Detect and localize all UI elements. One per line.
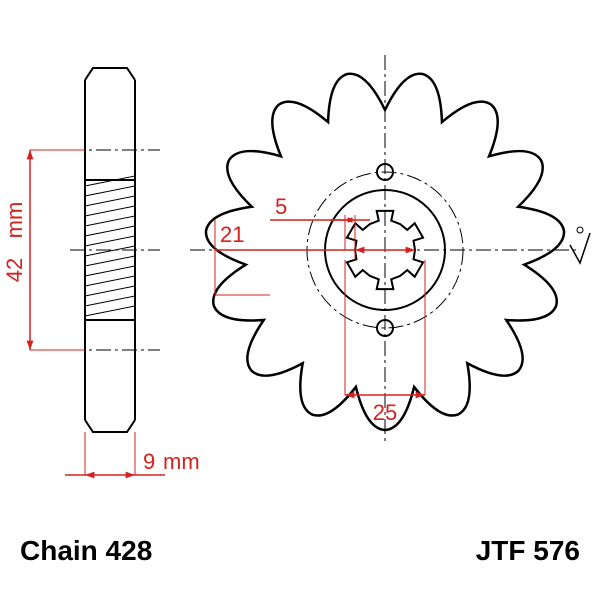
chain-spec: Chain 428 bbox=[20, 535, 152, 566]
technical-drawing: 42 mm 9 mm 21 5 25 Chain 428 JTF 576 bbox=[0, 0, 600, 600]
svg-text:5: 5 bbox=[275, 194, 287, 219]
svg-text:25: 25 bbox=[373, 400, 397, 425]
part-number: JTF 576 bbox=[476, 535, 580, 566]
svg-text:9: 9 bbox=[143, 449, 155, 474]
surface-mark bbox=[570, 227, 590, 263]
svg-text:mm: mm bbox=[2, 202, 27, 239]
svg-text:42: 42 bbox=[2, 258, 27, 282]
front-view: 21 5 25 bbox=[190, 55, 590, 445]
side-view: 42 mm 9 mm bbox=[2, 68, 200, 478]
svg-text:21: 21 bbox=[220, 222, 244, 247]
svg-text:mm: mm bbox=[163, 449, 200, 474]
